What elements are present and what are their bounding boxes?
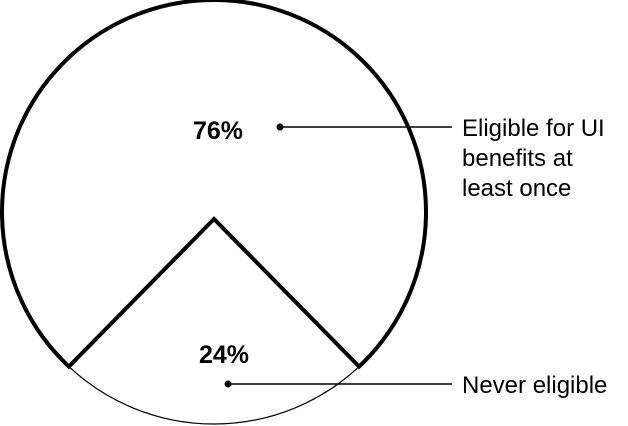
slice-percent-label-eligible: 76% xyxy=(193,117,243,145)
callout-line: benefits at xyxy=(462,145,573,172)
slice-percent-label-never-eligible: 24% xyxy=(199,341,249,369)
callouts: Eligible for UI benefits at least once N… xyxy=(224,115,611,399)
callout-line: least once xyxy=(462,175,571,202)
callout-label-eligible: Eligible for UI benefits at least once xyxy=(462,115,611,202)
callout-label-never-eligible: Never eligible xyxy=(462,372,607,399)
callout-line: Eligible for UI xyxy=(462,115,605,142)
callout-line: Never eligible xyxy=(462,372,607,399)
pie-slice-eligible xyxy=(0,0,428,370)
leader-dot-eligible xyxy=(276,123,284,131)
leader-dot-never-eligible xyxy=(224,380,232,388)
pie-slice-never-eligible xyxy=(68,366,360,425)
pie-slices xyxy=(0,0,428,425)
pie-labels: 76% 24% xyxy=(193,117,249,369)
